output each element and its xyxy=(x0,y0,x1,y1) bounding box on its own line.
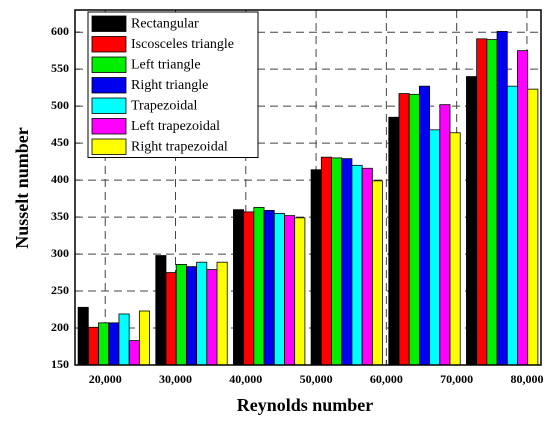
bar xyxy=(506,85,518,366)
legend-swatch xyxy=(91,77,127,94)
bar xyxy=(449,132,461,366)
legend-label: Left trapezoidal xyxy=(131,119,220,134)
x-tick-label: 60,000 xyxy=(370,372,403,386)
y-tick-label: 400 xyxy=(51,172,69,186)
legend-label: Rectangular xyxy=(131,16,199,31)
bar xyxy=(476,38,488,366)
bar xyxy=(388,116,400,366)
x-tick-label: 20,000 xyxy=(89,372,122,386)
bar xyxy=(233,209,245,366)
bar xyxy=(128,340,140,366)
legend-label: Right trapezoidal xyxy=(131,139,228,154)
y-tick-label: 250 xyxy=(51,283,69,297)
bar xyxy=(371,180,383,366)
bar xyxy=(351,164,363,366)
bar xyxy=(429,129,441,366)
bar xyxy=(253,207,265,366)
x-tick-label: 70,000 xyxy=(440,372,473,386)
bar xyxy=(108,322,120,366)
legend-label: Left triangle xyxy=(131,57,201,72)
legend-swatch xyxy=(91,138,127,155)
plot-frame xyxy=(74,9,542,366)
legend-swatch xyxy=(91,118,127,135)
bar xyxy=(527,88,539,366)
bar xyxy=(517,50,529,366)
bar xyxy=(408,93,420,366)
legend-swatch xyxy=(91,56,127,73)
legend-swatch xyxy=(91,97,127,114)
y-tick-label: 500 xyxy=(51,98,69,112)
legend-swatch xyxy=(91,15,127,32)
bar xyxy=(118,313,130,366)
bar xyxy=(175,264,187,366)
bar xyxy=(341,158,353,366)
bar xyxy=(294,217,306,366)
bar xyxy=(243,211,255,366)
y-tick-label: 200 xyxy=(51,320,69,334)
y-tick-label: 600 xyxy=(51,24,69,38)
bar xyxy=(361,167,373,366)
bar xyxy=(87,326,99,366)
bar xyxy=(273,212,285,366)
legend-label: Trapezoidal xyxy=(131,98,197,113)
bar xyxy=(165,272,177,366)
bar xyxy=(263,210,275,366)
bar xyxy=(331,157,343,366)
bar xyxy=(310,169,322,366)
x-axis-title: Reynolds number xyxy=(237,395,374,415)
x-tick-label: 80,000 xyxy=(510,372,543,386)
bar xyxy=(284,215,296,366)
bar xyxy=(196,261,208,366)
x-tick-label: 50,000 xyxy=(300,372,333,386)
y-tick-label: 450 xyxy=(51,135,69,149)
bar xyxy=(206,269,218,366)
bar xyxy=(138,310,150,366)
x-tick-label: 40,000 xyxy=(229,372,262,386)
y-axis-title: Nusselt number xyxy=(12,127,32,249)
legend-swatch xyxy=(91,36,127,53)
bar xyxy=(466,76,478,366)
bar xyxy=(418,85,431,366)
x-tick-label: 30,000 xyxy=(159,372,192,386)
bar xyxy=(496,31,508,366)
bar xyxy=(439,104,451,366)
y-tick-label: 150 xyxy=(51,357,69,371)
legend-label: Right triangle xyxy=(131,78,208,93)
bar xyxy=(398,93,410,366)
bar xyxy=(486,39,498,366)
y-tick-label: 300 xyxy=(51,246,69,260)
bar xyxy=(98,322,110,366)
bar xyxy=(320,156,332,366)
y-tick-label: 350 xyxy=(51,209,69,223)
bar xyxy=(77,306,89,366)
legend-label: Iscosceles triangle xyxy=(131,37,234,52)
bar xyxy=(216,261,228,366)
bar xyxy=(155,255,167,366)
bar xyxy=(185,266,198,366)
y-tick-label: 550 xyxy=(51,61,69,75)
